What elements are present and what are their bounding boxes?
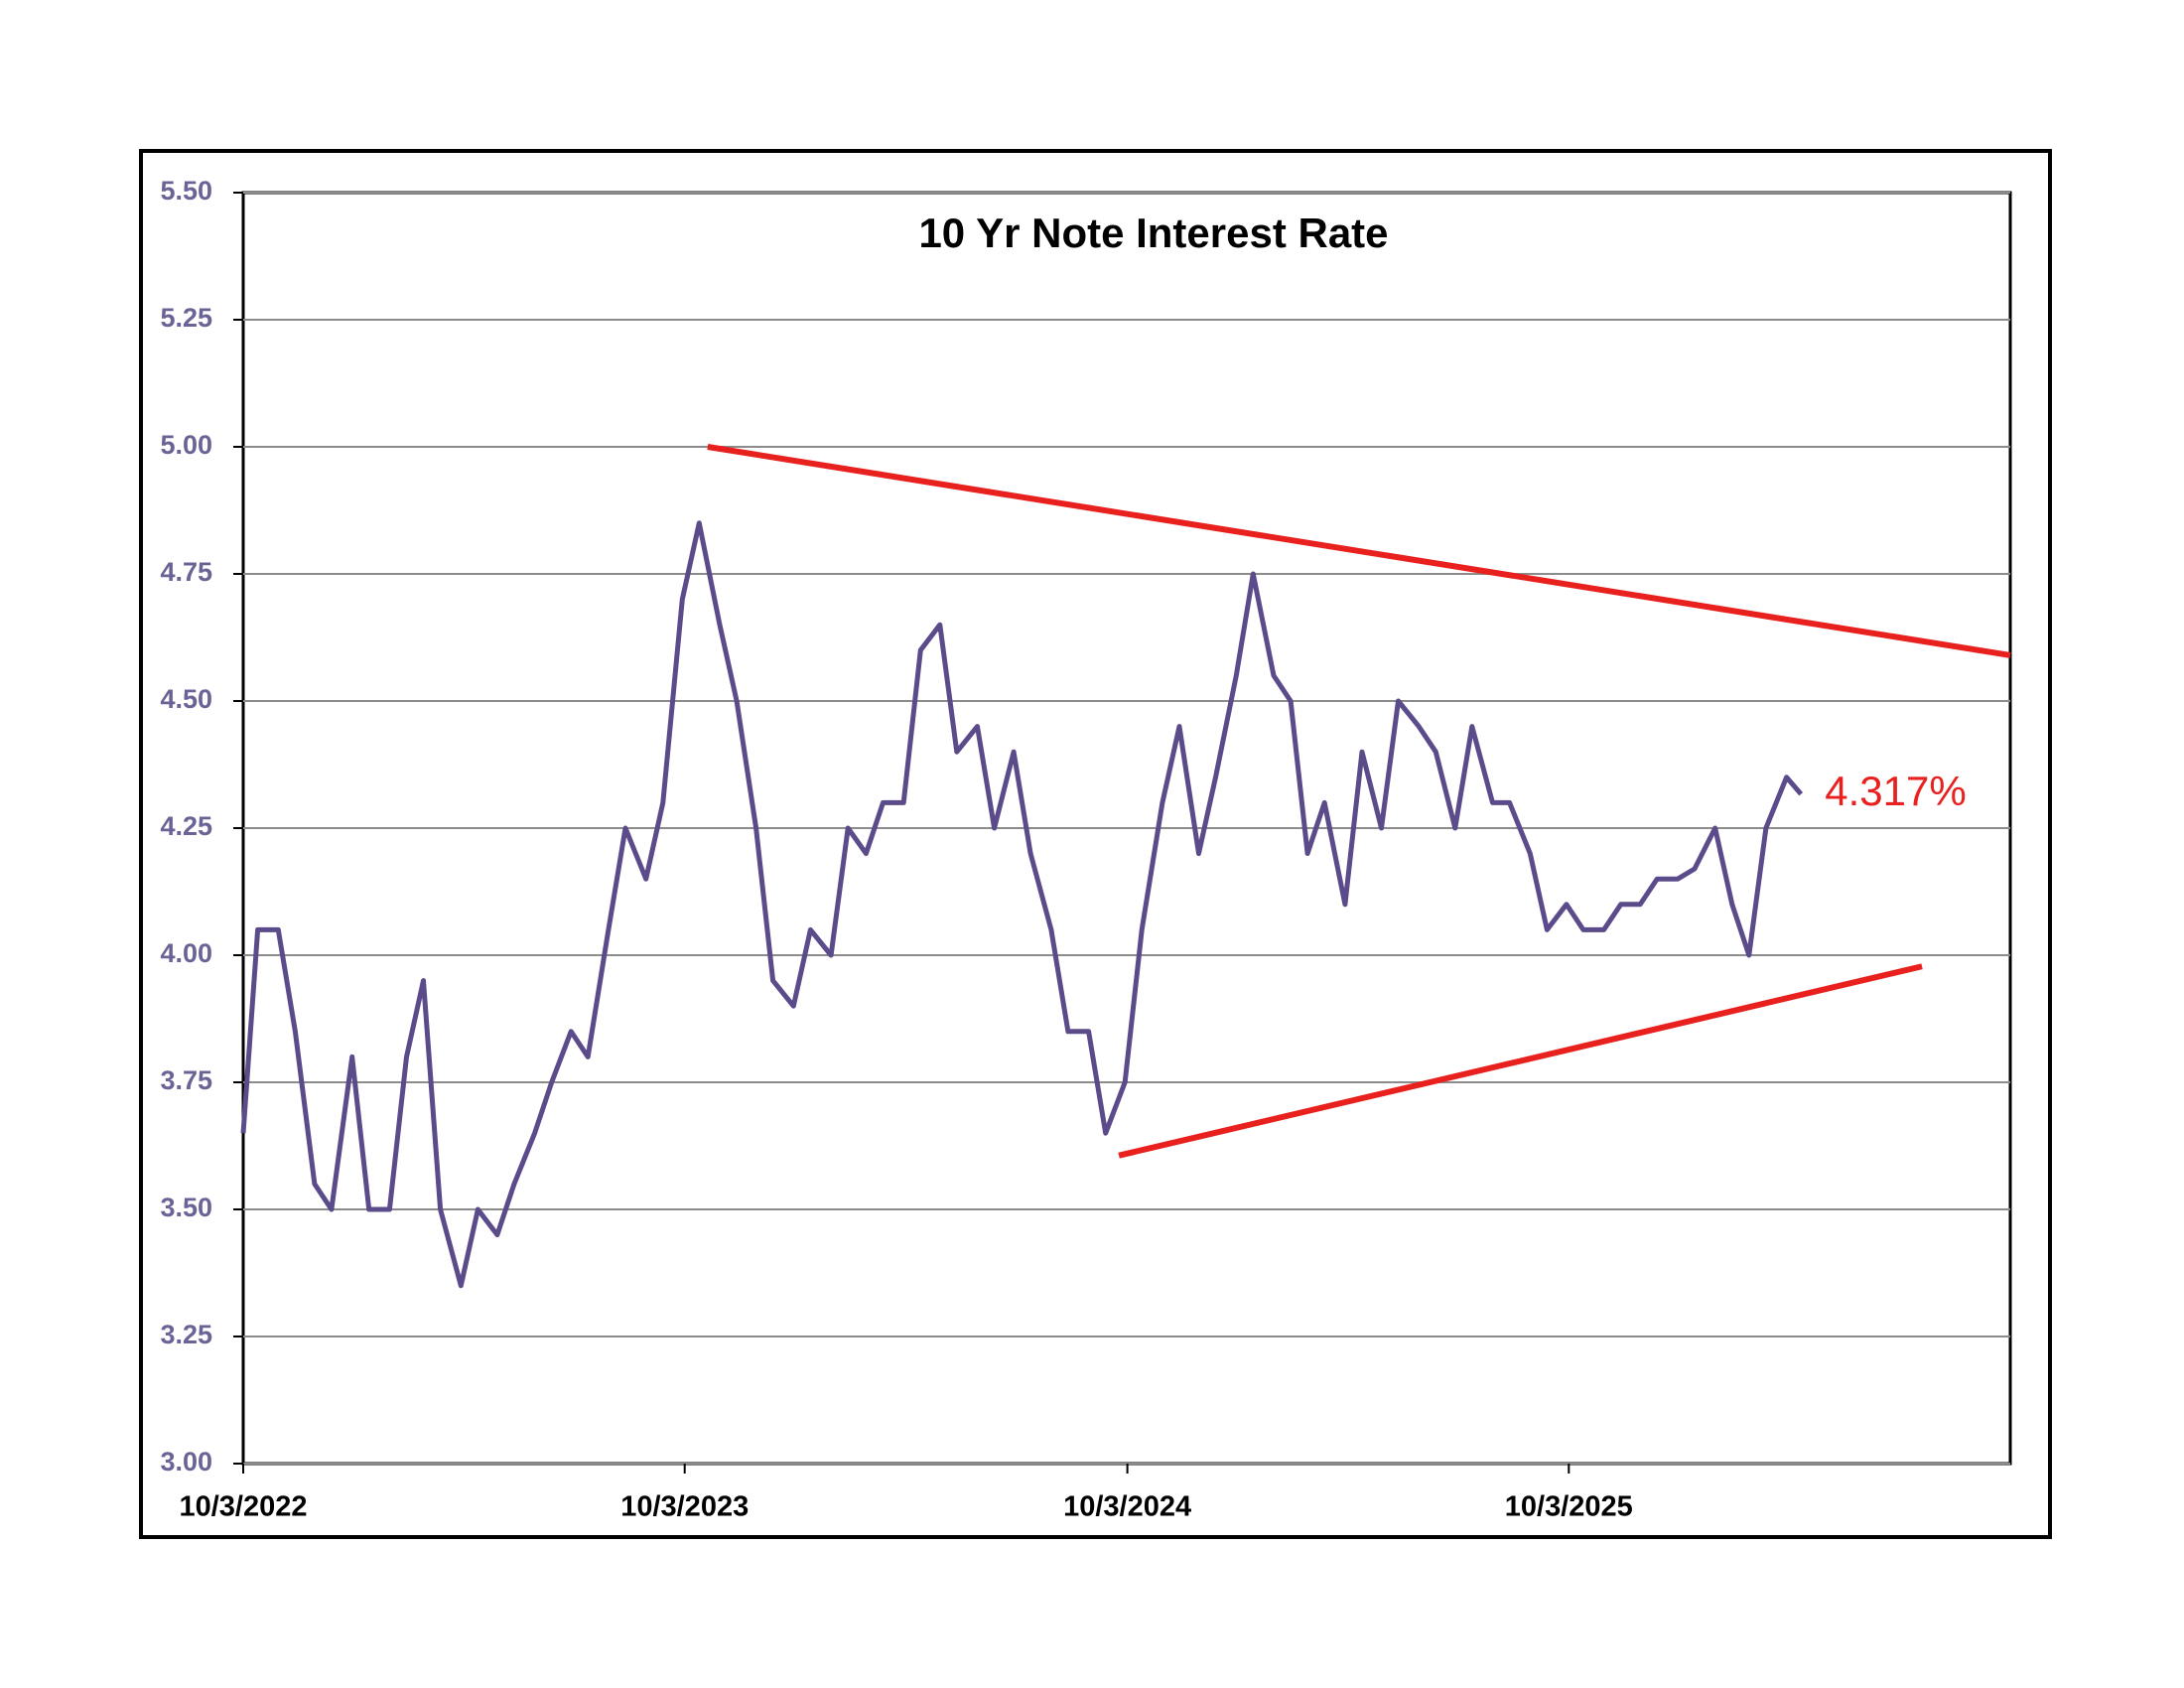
y-tick-label: 4.00: [160, 938, 212, 968]
x-tick-label: 10/3/2023: [620, 1491, 749, 1523]
y-tick-label: 4.75: [160, 557, 212, 587]
y-tick-label: 3.75: [160, 1065, 212, 1095]
trend-line: [707, 444, 2011, 658]
y-tick-label: 5.00: [160, 430, 212, 460]
y-tick-label: 4.50: [160, 684, 212, 714]
y-tick-label: 3.25: [160, 1320, 212, 1349]
y-tick-label: 3.00: [160, 1447, 212, 1477]
trend-line: [1118, 963, 1923, 1159]
y-tick-label: 3.50: [160, 1193, 212, 1222]
x-tick-label: 10/3/2022: [179, 1491, 307, 1523]
last-value-annotation: 4.317%: [1825, 768, 1966, 814]
y-tick-label: 5.25: [160, 303, 212, 333]
chart-title: 10 Yr Note Interest Rate: [918, 210, 1388, 256]
y-tick-label: 4.25: [160, 811, 212, 841]
x-tick-label: 10/3/2024: [1063, 1491, 1191, 1523]
x-tick-label: 10/3/2025: [1505, 1491, 1633, 1523]
y-tick-label: 5.50: [160, 176, 212, 206]
data-line: [240, 520, 1804, 1289]
